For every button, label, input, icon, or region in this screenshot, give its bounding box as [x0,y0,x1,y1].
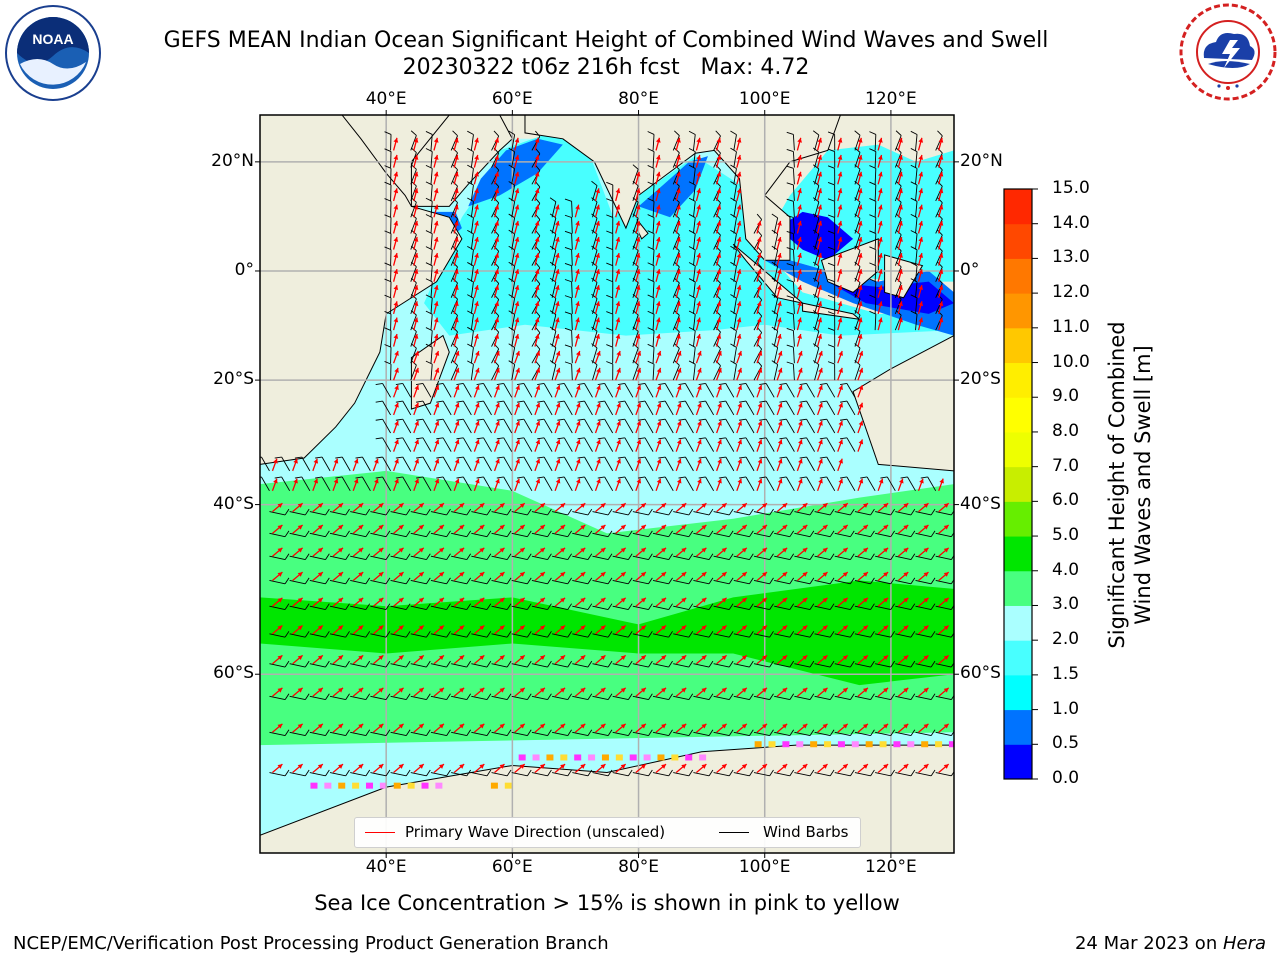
colorbar [1003,188,1038,780]
sea-ice-note: Sea Ice Concentration > 15% is shown in … [314,891,900,915]
lat-tick-label-left: 20°N [211,150,254,171]
colorbar-tick-label: 7.0 [1052,455,1080,476]
colorbar-tick-label: 9.0 [1052,386,1080,407]
chart-subtitle: 20230322 t06z 216h fcst Max: 4.72 [402,55,810,80]
colorbar-segment [1004,640,1032,676]
colorbar-segment [1004,570,1032,606]
lon-tick-label-top: 120°E [865,89,917,109]
colorbar-tick-label: 1.5 [1052,663,1080,684]
colorbar-tick-label: 8.0 [1052,420,1080,441]
colorbar-tick-label: 3.0 [1052,594,1080,615]
legend-barb-label: Wind Barbs [763,823,849,841]
colorbar-segment [1004,605,1032,641]
colorbar-segment [1004,466,1032,502]
lon-tick-label-bottom: 80°E [618,857,659,877]
colorbar-tick-label: 4.0 [1052,559,1080,580]
colorbar-segment [1004,327,1032,364]
lat-tick-label-right: 20°S [960,369,1001,390]
noaa-logo-text: NOAA [32,31,73,47]
lat-tick-label-right: 40°S [960,493,1001,514]
map-legend: Primary Wave Direction (unscaled) Wind B… [354,817,861,848]
lat-tick-label-left: 0° [234,259,254,280]
colorbar-segment [1004,744,1032,780]
colorbar-segment [1004,709,1032,745]
run-date-text: 24 Mar 2023 on [1074,933,1223,954]
colorbar-tick-label: 15.0 [1052,178,1090,198]
lat-tick-label-right: 60°S [960,663,1001,684]
map-frame [259,114,955,854]
colorbar-tick-label: 2.0 [1052,629,1080,650]
colorbar-segment [1004,501,1032,537]
legend-wave-label: Primary Wave Direction (unscaled) [405,823,666,841]
colorbar-tick-label: 10.0 [1052,351,1090,372]
colorbar-segment [1004,189,1032,225]
lat-tick-label-left: 60°S [213,663,254,684]
colorbar-tick-label: 5.0 [1052,525,1080,546]
sea-ice-layer [310,741,954,789]
lat-tick-label-left: 40°S [213,493,254,514]
colorbar-segment [1004,674,1032,711]
chart-title: GEFS MEAN Indian Ocean Significant Heigh… [163,28,1049,53]
colorbar-label-line1: Significant Height of Combined [1105,321,1129,649]
lon-tick-label-top: 60°E [491,89,533,109]
legend-wave-line [365,832,395,833]
colorbar-tick-label: 0.5 [1052,733,1080,754]
colorbar-segment [1004,223,1032,259]
colorbar-tick-label: 1.0 [1052,698,1080,719]
colorbar-segment [1004,362,1032,398]
colorbar-label-line2: Wind Waves and Swell [m] [1131,345,1155,625]
colorbar-tick-label: 13.0 [1052,247,1090,268]
lon-tick-label-bottom: 120°E [865,857,917,877]
legend-barb-line [719,832,749,833]
lon-tick-label-bottom: 40°E [365,857,407,877]
lat-tick-label-left: 20°S [213,369,254,390]
colorbar-tick-label: 12.0 [1052,282,1090,303]
colorbar-segment [1004,258,1032,294]
noaa-logo: NOAA [5,5,101,101]
colorbar-tick-label: 11.0 [1052,316,1090,337]
nws-logo [1179,3,1277,101]
credit-text: NCEP/EMC/Verification Post Processing Pr… [13,933,609,954]
colorbar-segment [1004,293,1032,329]
lat-tick-label-right: 20°N [960,150,1003,171]
wave-height-field [260,115,954,853]
host-name: Hera [1222,933,1266,954]
wave-direction-arrows [271,137,950,774]
lon-tick-label-bottom: 60°E [491,857,533,877]
colorbar-segment [1004,397,1032,433]
lon-tick-label-top: 40°E [365,89,407,109]
lon-tick-label-bottom: 100°E [738,857,791,877]
colorbar-segment [1004,431,1032,468]
colorbar-tick-label: 6.0 [1052,490,1080,511]
lon-tick-label-top: 80°E [618,89,659,109]
colorbar-tick-label: 0.0 [1052,768,1080,788]
lat-tick-label-right: 0° [960,259,980,280]
colorbar-tick-label: 14.0 [1052,212,1090,233]
run-date: 24 Mar 2023 on Hera [1075,933,1266,954]
lon-tick-label-top: 100°E [738,89,791,109]
colorbar-segment [1004,536,1032,572]
